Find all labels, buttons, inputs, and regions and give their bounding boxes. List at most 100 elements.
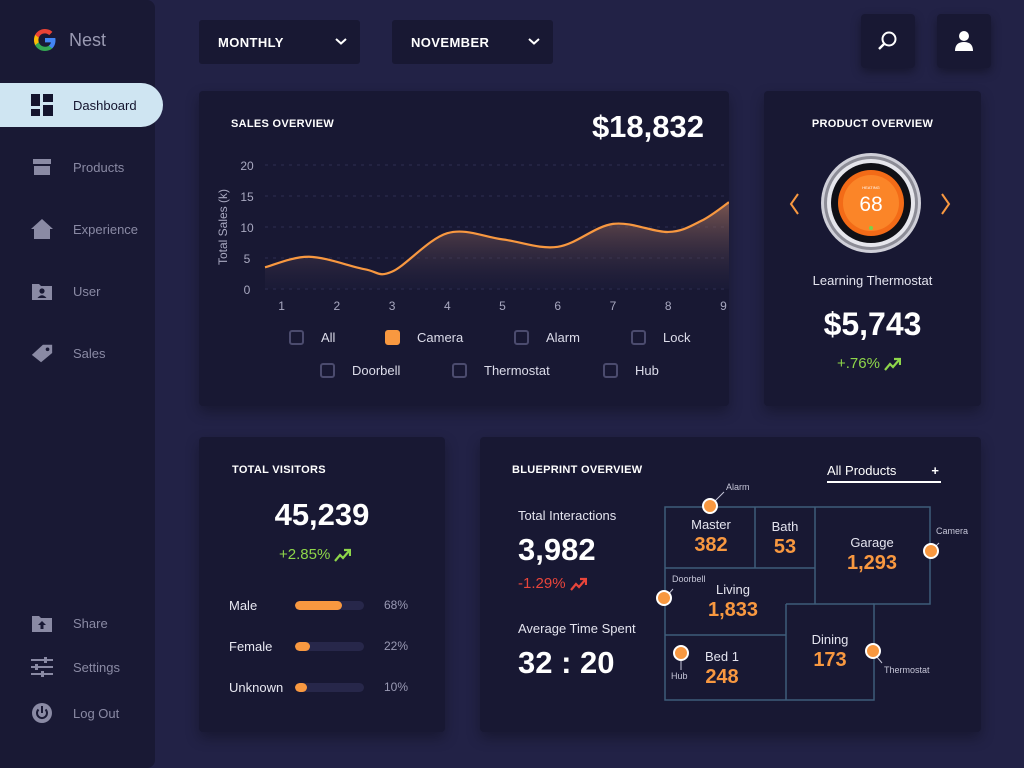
sensor-label-doorbell: Doorbell: [672, 574, 706, 584]
sales-total: $18,832: [591, 109, 704, 144]
room-name: Master: [691, 517, 731, 532]
x-tick-label: 5: [499, 299, 506, 313]
product-name: Learning Thermostat: [812, 273, 933, 288]
checkbox[interactable]: [320, 363, 335, 378]
sales-area-fill: [265, 202, 729, 289]
sidebar-item-sales[interactable]: Sales: [0, 331, 163, 375]
room-name: Dining: [811, 632, 849, 647]
legend-item-camera[interactable]: Camera: [385, 330, 463, 345]
checkbox[interactable]: [514, 330, 529, 345]
sensor-alarm[interactable]: [702, 498, 718, 514]
sensor-thermostat[interactable]: [865, 643, 881, 659]
visitor-row-percent: 68%: [384, 598, 409, 612]
legend-item-thermostat[interactable]: Thermostat: [452, 363, 550, 378]
legend-item-lock[interactable]: Lock: [631, 330, 690, 345]
plus-icon: +: [931, 463, 939, 478]
checkbox[interactable]: [385, 330, 400, 345]
chevron-left-icon[interactable]: [788, 192, 800, 216]
legend-label: All: [321, 330, 336, 345]
room-dining[interactable]: Dining 173: [798, 632, 862, 672]
room-value: 1,833: [707, 599, 759, 621]
sidebar-item-dashboard[interactable]: Dashboard: [0, 83, 163, 127]
sensor-label-alarm: Alarm: [726, 482, 750, 492]
sales-line-camera: [264, 201, 729, 276]
tag-icon: [30, 341, 54, 365]
x-tick-label: 6: [554, 299, 561, 313]
legend-item-doorbell[interactable]: Doorbell: [320, 363, 400, 378]
visitor-row: Unknown 10%: [229, 677, 419, 697]
y-axis-label: Total Sales (k): [216, 189, 230, 265]
y-tick-label: 20: [240, 159, 254, 173]
room-bed-1[interactable]: Bed 1 248: [692, 649, 752, 689]
brand-logo[interactable]: Nest: [32, 27, 106, 53]
product-price: $5,743: [823, 306, 922, 342]
period-select[interactable]: MONTHLY: [199, 20, 360, 64]
y-tick-label: 10: [240, 221, 254, 235]
trend-down-icon: [569, 577, 587, 591]
blueprint-overview-card: BLUEPRINT OVERVIEW All Products + Total …: [480, 437, 981, 732]
home-icon: [30, 217, 54, 241]
sidebar-item-settings[interactable]: Settings: [0, 652, 155, 682]
room-living[interactable]: Living 1,833: [690, 582, 776, 622]
month-select[interactable]: NOVEMBER: [392, 20, 553, 64]
room-value: 382: [694, 534, 728, 556]
x-tick-label: 7: [610, 299, 617, 313]
time-spent-label: Average Time Spent: [518, 621, 636, 636]
trend-up-icon: [334, 548, 352, 562]
checkbox[interactable]: [603, 363, 618, 378]
room-bath[interactable]: Bath 53: [758, 519, 812, 559]
visitor-row-percent: 10%: [384, 680, 409, 694]
products-filter[interactable]: All Products +: [827, 463, 941, 483]
products-filter-value: All Products: [827, 463, 897, 478]
interactions-label: Total Interactions: [518, 508, 617, 523]
sidebar-item-label: Products: [73, 159, 125, 175]
time-spent-value: 32 : 20: [518, 645, 615, 680]
legend-item-alarm[interactable]: Alarm: [514, 330, 580, 345]
visitor-bar-track: [295, 641, 364, 651]
period-select-value: MONTHLY: [218, 34, 284, 50]
chevron-down-icon: [335, 38, 347, 45]
room-garage[interactable]: Garage 1,293: [830, 535, 914, 575]
trend-up-icon: [884, 357, 901, 371]
room-value: 173: [813, 649, 847, 671]
sensor-hub[interactable]: [673, 645, 689, 661]
checkbox[interactable]: [631, 330, 646, 345]
visitor-bar-track: [295, 600, 364, 610]
room-master[interactable]: Master 382: [674, 517, 748, 557]
legend-item-hub[interactable]: Hub: [603, 363, 659, 378]
sensor-doorbell[interactable]: [656, 590, 672, 606]
thermostat-image: HEATING 68: [821, 153, 921, 253]
sidebar-item-label: Experience: [73, 221, 139, 237]
brand-name: Nest: [69, 29, 107, 50]
total-visitors-title: TOTAL VISITORS: [232, 464, 326, 476]
legend-label: Camera: [417, 330, 464, 345]
search-button[interactable]: [861, 14, 915, 68]
visitors-change-value: +2.85%: [279, 546, 331, 563]
sidebar-item-experience[interactable]: Experience: [0, 207, 163, 251]
visitor-bar-fill: [295, 682, 308, 692]
checkbox[interactable]: [452, 363, 467, 378]
legend-item-all[interactable]: All: [289, 330, 335, 345]
chevron-right-icon[interactable]: [940, 192, 952, 216]
visitor-bar-fill: [295, 600, 342, 610]
sensor-camera[interactable]: [923, 543, 939, 559]
visitor-row-label: Unknown: [229, 679, 284, 695]
thermostat-caption: HEATING: [862, 185, 879, 190]
sales-chart: 0 5 10 15 20 1 2 3 4 5 6 7 8 9 Total Sales (k): [216, 159, 729, 313]
profile-button[interactable]: [937, 14, 991, 68]
total-visitors-card: TOTAL VISITORS 45,239 +2.85% Male 68% Fema…: [199, 437, 445, 732]
interactions-change: -1.29%: [518, 575, 587, 592]
sidebar-item-user[interactable]: User: [0, 269, 163, 313]
sensor-label-hub: Hub: [671, 671, 688, 681]
sales-overview-title: SALES OVERVIEW: [231, 118, 335, 130]
legend-label: Thermostat: [484, 363, 550, 378]
interactions-value: 3,982: [518, 532, 596, 567]
dashboard-icon: [30, 93, 54, 117]
sidebar-item-products[interactable]: Products: [0, 145, 163, 189]
legend-label: Lock: [663, 330, 691, 345]
checkbox[interactable]: [289, 330, 304, 345]
sidebar-item-logout[interactable]: Log Out: [0, 698, 155, 728]
sidebar-item-label: User: [73, 283, 101, 299]
power-icon: [30, 701, 54, 725]
sidebar-item-share[interactable]: Share: [0, 608, 155, 638]
